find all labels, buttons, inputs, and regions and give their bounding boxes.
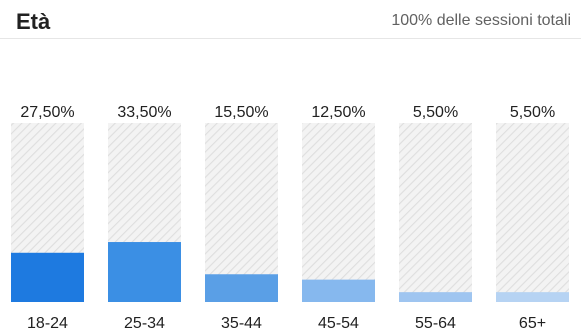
bar-35-44[interactable] <box>205 274 278 302</box>
bar-45-54[interactable] <box>302 279 375 302</box>
card-header: Età 100% delle sessioni totali <box>0 0 581 39</box>
value-label-55-64: 5,50% <box>413 104 458 121</box>
bar-track-55-64 <box>399 123 472 302</box>
bar-track-45-54 <box>302 123 375 302</box>
bar-track-35-44 <box>205 123 278 302</box>
value-label-45-54: 12,50% <box>311 104 365 121</box>
chart-title: Età <box>16 9 51 34</box>
category-label-65-plus: 65+ <box>519 315 546 330</box>
bars-group: 27,50% 18-24 33,50% 25-34 15,50% 35-44 12,50% 4… <box>11 104 569 330</box>
value-label-65-plus: 5,50% <box>510 104 555 121</box>
value-label-18-24: 27,50% <box>20 104 74 121</box>
category-label-45-54: 45-54 <box>318 315 359 330</box>
category-label-18-24: 18-24 <box>27 315 68 330</box>
chart-subtitle: 100% delle sessioni totali <box>391 12 571 29</box>
bar-65-plus[interactable] <box>496 292 569 302</box>
value-label-25-34: 33,50% <box>117 104 171 121</box>
category-label-55-64: 55-64 <box>415 315 456 330</box>
bar-25-34[interactable] <box>108 242 181 302</box>
category-label-25-34: 25-34 <box>124 315 165 330</box>
bar-18-24[interactable] <box>11 252 84 302</box>
bar-55-64[interactable] <box>399 292 472 302</box>
bar-track-65-plus <box>496 123 569 302</box>
category-label-35-44: 35-44 <box>221 315 262 330</box>
value-label-35-44: 15,50% <box>214 104 268 121</box>
